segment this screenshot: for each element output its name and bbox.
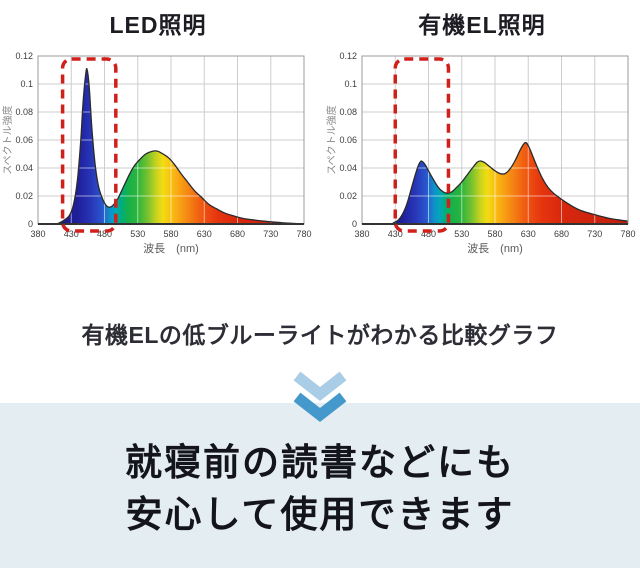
x-tick-label: 580 <box>163 229 178 239</box>
y-tick-label: 0.08 <box>339 107 357 117</box>
x-tick-label: 380 <box>30 229 45 239</box>
y-tick-label: 0.1 <box>20 79 33 89</box>
y-tick-label: 0 <box>28 219 33 229</box>
chevron-top-stroke <box>293 371 347 401</box>
x-tick-label: 430 <box>388 229 403 239</box>
x-axis-title: 波長 (nm) <box>467 242 523 255</box>
y-tick-label: 0.06 <box>15 135 33 145</box>
y-tick-label: 0.04 <box>15 163 33 173</box>
double-chevron-down-icon <box>292 371 348 425</box>
y-tick-label: 0.08 <box>15 107 33 117</box>
x-tick-label: 430 <box>64 229 79 239</box>
x-tick-label: 680 <box>230 229 245 239</box>
x-tick-label: 730 <box>263 229 278 239</box>
chevron-bottom-stroke <box>293 392 347 422</box>
x-tick-label: 630 <box>197 229 212 239</box>
x-tick-label: 780 <box>620 229 635 239</box>
x-tick-label: 480 <box>421 229 436 239</box>
oled-spectrum-chart: 0 0.02 0.04 0.06 0.08 0.1 0.12 380 430 480 530 580 6… <box>326 51 636 255</box>
x-tick-label: 530 <box>130 229 145 239</box>
x-tick-label: 680 <box>554 229 569 239</box>
y-tick-label: 0.12 <box>339 51 357 61</box>
spectrum-curve <box>37 67 305 225</box>
y-axis-title: スペクトル強度 <box>2 105 14 174</box>
x-tick-label: 380 <box>354 229 369 239</box>
led-chart-title: LED照明 <box>109 12 207 38</box>
led-spectrum-chart: 0 0.02 0.04 0.06 0.08 0.1 0.12 380 430 480 530 580 6… <box>2 51 312 255</box>
blue-light-highlight-box <box>393 57 451 233</box>
x-tick-label: 730 <box>587 229 602 239</box>
y-tick-label: 0.02 <box>339 191 357 201</box>
y-tick-label: 0.02 <box>15 191 33 201</box>
x-tick-label: 580 <box>487 229 502 239</box>
x-tick-label: 530 <box>454 229 469 239</box>
spectrum-curve <box>361 141 629 225</box>
banner-line-1: 就寝前の読書などにも <box>125 441 515 483</box>
y-tick-label: 0.1 <box>344 79 357 89</box>
y-axis-title: スペクトル強度 <box>326 105 338 174</box>
y-tick-label: 0.04 <box>339 163 357 173</box>
oled-chart-title: 有機EL照明 <box>418 12 546 38</box>
banner-line-2: 安心して使用できます <box>125 493 515 535</box>
led-chart-block: LED照明 0 0.02 0.04 0.06 0.08 0.1 0.12 380 430 480 5… <box>2 8 314 264</box>
comparison-caption: 有機ELの低ブルーライトがわかる比較グラフ <box>81 322 559 348</box>
x-tick-label: 780 <box>296 229 311 239</box>
reassurance-banner: 就寝前の読書などにも 安心して使用できます <box>0 403 640 568</box>
x-axis-title: 波長 (nm) <box>143 242 199 255</box>
blue-light-highlight-box <box>60 57 118 233</box>
oled-chart-block: 有機EL照明 0 0.02 0.04 0.06 0.08 0.1 0.12 380 430 480… <box>326 8 638 264</box>
x-tick-label: 630 <box>521 229 536 239</box>
y-tick-label: 0.12 <box>15 51 33 61</box>
y-tick-label: 0 <box>352 219 357 229</box>
x-tick-label: 480 <box>97 229 112 239</box>
y-tick-label: 0.06 <box>339 135 357 145</box>
